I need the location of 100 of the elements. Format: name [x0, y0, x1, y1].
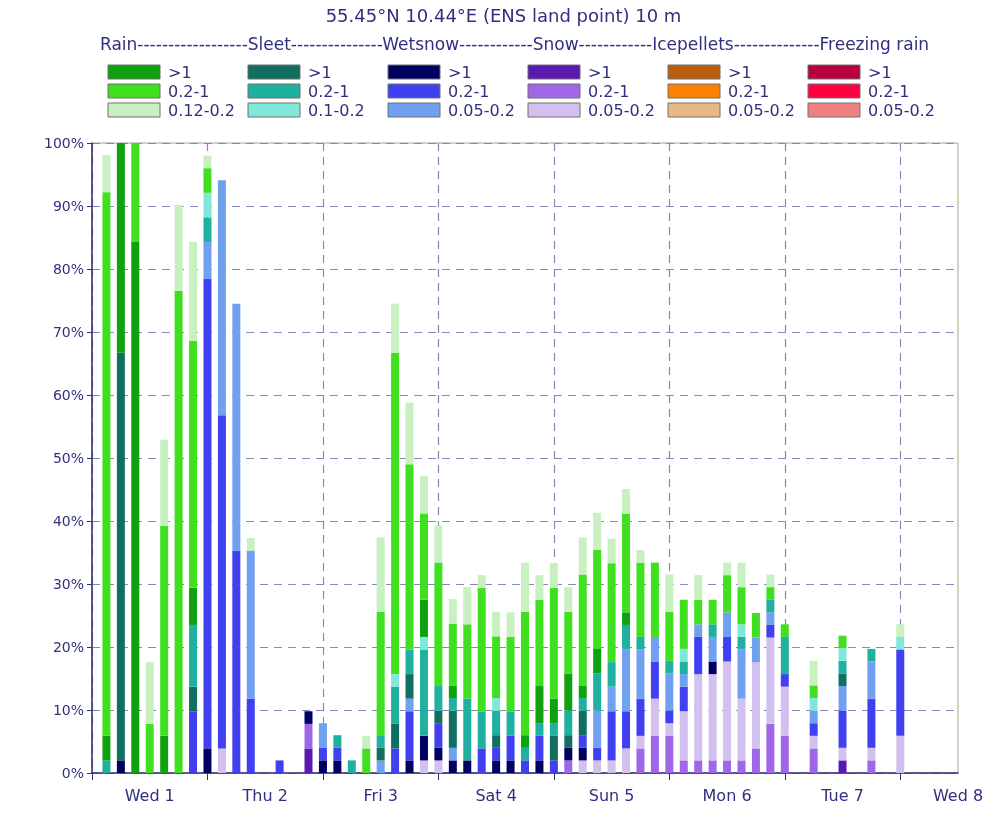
bar [751, 662, 760, 749]
bar [578, 710, 587, 736]
bar [145, 723, 154, 773]
bar [636, 636, 645, 650]
bar [838, 760, 847, 773]
bar [463, 624, 472, 699]
bar [549, 735, 558, 761]
bar [723, 636, 732, 662]
bar [463, 587, 472, 625]
bar [564, 673, 573, 711]
bar [521, 735, 529, 748]
bar [506, 636, 515, 712]
bar [737, 698, 746, 761]
bar [622, 711, 631, 749]
bar [766, 637, 775, 724]
bar [665, 723, 674, 736]
bar [593, 747, 602, 761]
bar [304, 711, 313, 724]
bar [679, 648, 688, 662]
bar [622, 649, 631, 712]
bar [160, 735, 169, 773]
x-tick-label: Thu 2 [241, 785, 288, 805]
bar [622, 748, 631, 773]
bar [376, 735, 385, 748]
bar [102, 192, 111, 736]
bar [203, 748, 212, 773]
bar [102, 760, 111, 773]
bar [708, 760, 717, 773]
bar [665, 611, 674, 661]
bar [622, 624, 631, 650]
bar [766, 723, 775, 773]
bar [809, 685, 818, 699]
bar [809, 748, 818, 773]
x-tick-label: Wed 8 [932, 785, 984, 805]
legend-label: 0.12-0.2 [168, 100, 235, 120]
bar [391, 686, 400, 724]
bar [665, 660, 674, 674]
legend-label: >1 [448, 62, 472, 82]
bar [376, 760, 385, 773]
bar [867, 698, 876, 748]
bar [650, 698, 659, 736]
bar [679, 661, 688, 675]
bar [607, 711, 616, 761]
bar [564, 735, 573, 748]
bar [607, 760, 616, 773]
bar [636, 649, 645, 699]
bar [578, 760, 587, 773]
bar [376, 611, 385, 736]
legend-label: >1 [868, 62, 892, 82]
bar [492, 636, 501, 699]
x-tick-label: Fri 3 [363, 785, 398, 805]
bar [838, 686, 847, 711]
bar [679, 760, 688, 773]
bar [896, 624, 905, 637]
bar [708, 636, 717, 662]
bar [131, 143, 140, 242]
bar [535, 760, 544, 773]
legend-label: 0.2-1 [588, 81, 630, 101]
bar [679, 674, 688, 687]
bar [521, 747, 529, 761]
bar [448, 760, 457, 773]
bar [434, 710, 443, 724]
bar [896, 735, 905, 773]
bar [304, 723, 313, 749]
bar [607, 563, 616, 663]
bar [448, 698, 457, 711]
bar [318, 760, 327, 773]
bar [665, 673, 674, 711]
bar [217, 180, 226, 416]
bar [419, 649, 428, 736]
bar [766, 587, 775, 600]
legend-label: 0.05-0.2 [448, 100, 515, 120]
bar [780, 686, 789, 736]
bar [737, 636, 746, 650]
bar [650, 735, 659, 773]
bar [405, 698, 414, 712]
legend-label: 0.2-1 [308, 81, 350, 101]
bar [723, 612, 732, 637]
legend-label: 0.05-0.2 [868, 100, 935, 120]
legend-label: 0.05-0.2 [588, 100, 655, 120]
bar [521, 611, 529, 736]
bar [160, 526, 169, 736]
bar [448, 623, 457, 686]
bar [419, 476, 428, 514]
bar [203, 155, 212, 169]
legend-label: >1 [308, 62, 332, 82]
bar [564, 747, 573, 761]
bar [780, 636, 789, 675]
bar [203, 217, 212, 242]
bar [809, 735, 818, 749]
legend-label: >1 [588, 62, 612, 82]
bar [463, 760, 472, 773]
bar [665, 710, 674, 724]
bar [622, 488, 631, 514]
bar [203, 168, 212, 193]
bar [405, 649, 414, 675]
y-tick-label: 60% [52, 387, 84, 403]
bar [593, 549, 602, 649]
bar [492, 760, 501, 773]
bar [217, 748, 226, 773]
